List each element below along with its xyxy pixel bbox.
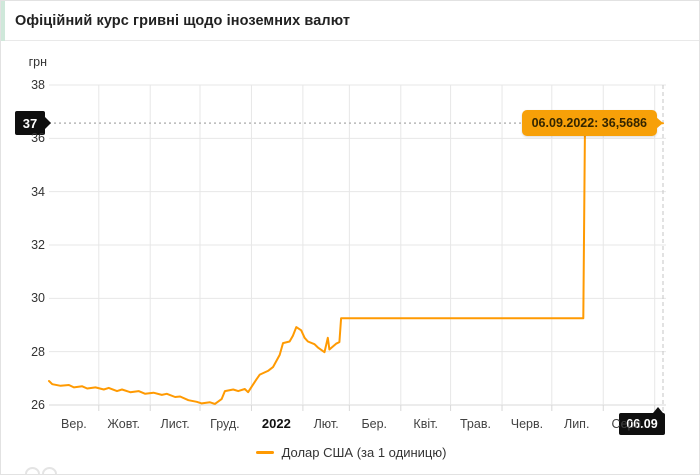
x-tick-label: Трав.: [459, 417, 491, 431]
x-tick-label: Жовт.: [107, 417, 140, 431]
page-title: Офіційний курс гривні щодо іноземних вал…: [15, 12, 351, 29]
accent-strip: [1, 1, 5, 41]
x-crosshair-badge: 06.09: [619, 407, 665, 435]
legend-line-swatch: [255, 451, 274, 454]
y-tick-label: 32: [31, 238, 45, 252]
x-tick-label: Лип.: [563, 417, 590, 431]
y-tick-label: 26: [31, 398, 45, 412]
y-tick-label: 34: [31, 184, 45, 199]
y-axis-title: грн: [28, 55, 47, 69]
x-tick-label: Вер.: [61, 417, 87, 431]
legend-label: Долар США (за 1 одиницю): [281, 445, 447, 460]
y-tick-label: 38: [31, 78, 45, 92]
x-tick-label: Квіт.: [413, 417, 438, 431]
y-crosshair-badge: 37: [15, 111, 51, 136]
series-line-usd[interactable]: [48, 122, 664, 405]
chart-tooltip: 06.09.2022: 36,5686: [521, 110, 664, 137]
x-tick-label: Серп.: [611, 417, 645, 431]
chart-plot[interactable]: [1, 41, 700, 475]
x-tick-label: Черв.: [510, 417, 544, 431]
x-tick-label: Лист.: [160, 417, 190, 431]
x-tick-label: 2022: [261, 416, 291, 431]
chart-area[interactable]: грн 37 06.09.2022: 36,5686 06.09 Долар С…: [1, 41, 700, 475]
legend-item-usd[interactable]: Долар США (за 1 одиницю): [1, 445, 699, 460]
x-tick-label: Бер.: [361, 417, 388, 431]
watermark: [25, 467, 57, 474]
title-bar: Офіційний курс гривні щодо іноземних вал…: [1, 1, 699, 41]
x-tick-label: Лют.: [313, 417, 339, 431]
x-tick-label: Груд.: [210, 417, 240, 431]
y-tick-label: 30: [31, 291, 45, 306]
y-tick-label: 36: [31, 131, 45, 146]
y-tick-label: 28: [31, 344, 45, 359]
